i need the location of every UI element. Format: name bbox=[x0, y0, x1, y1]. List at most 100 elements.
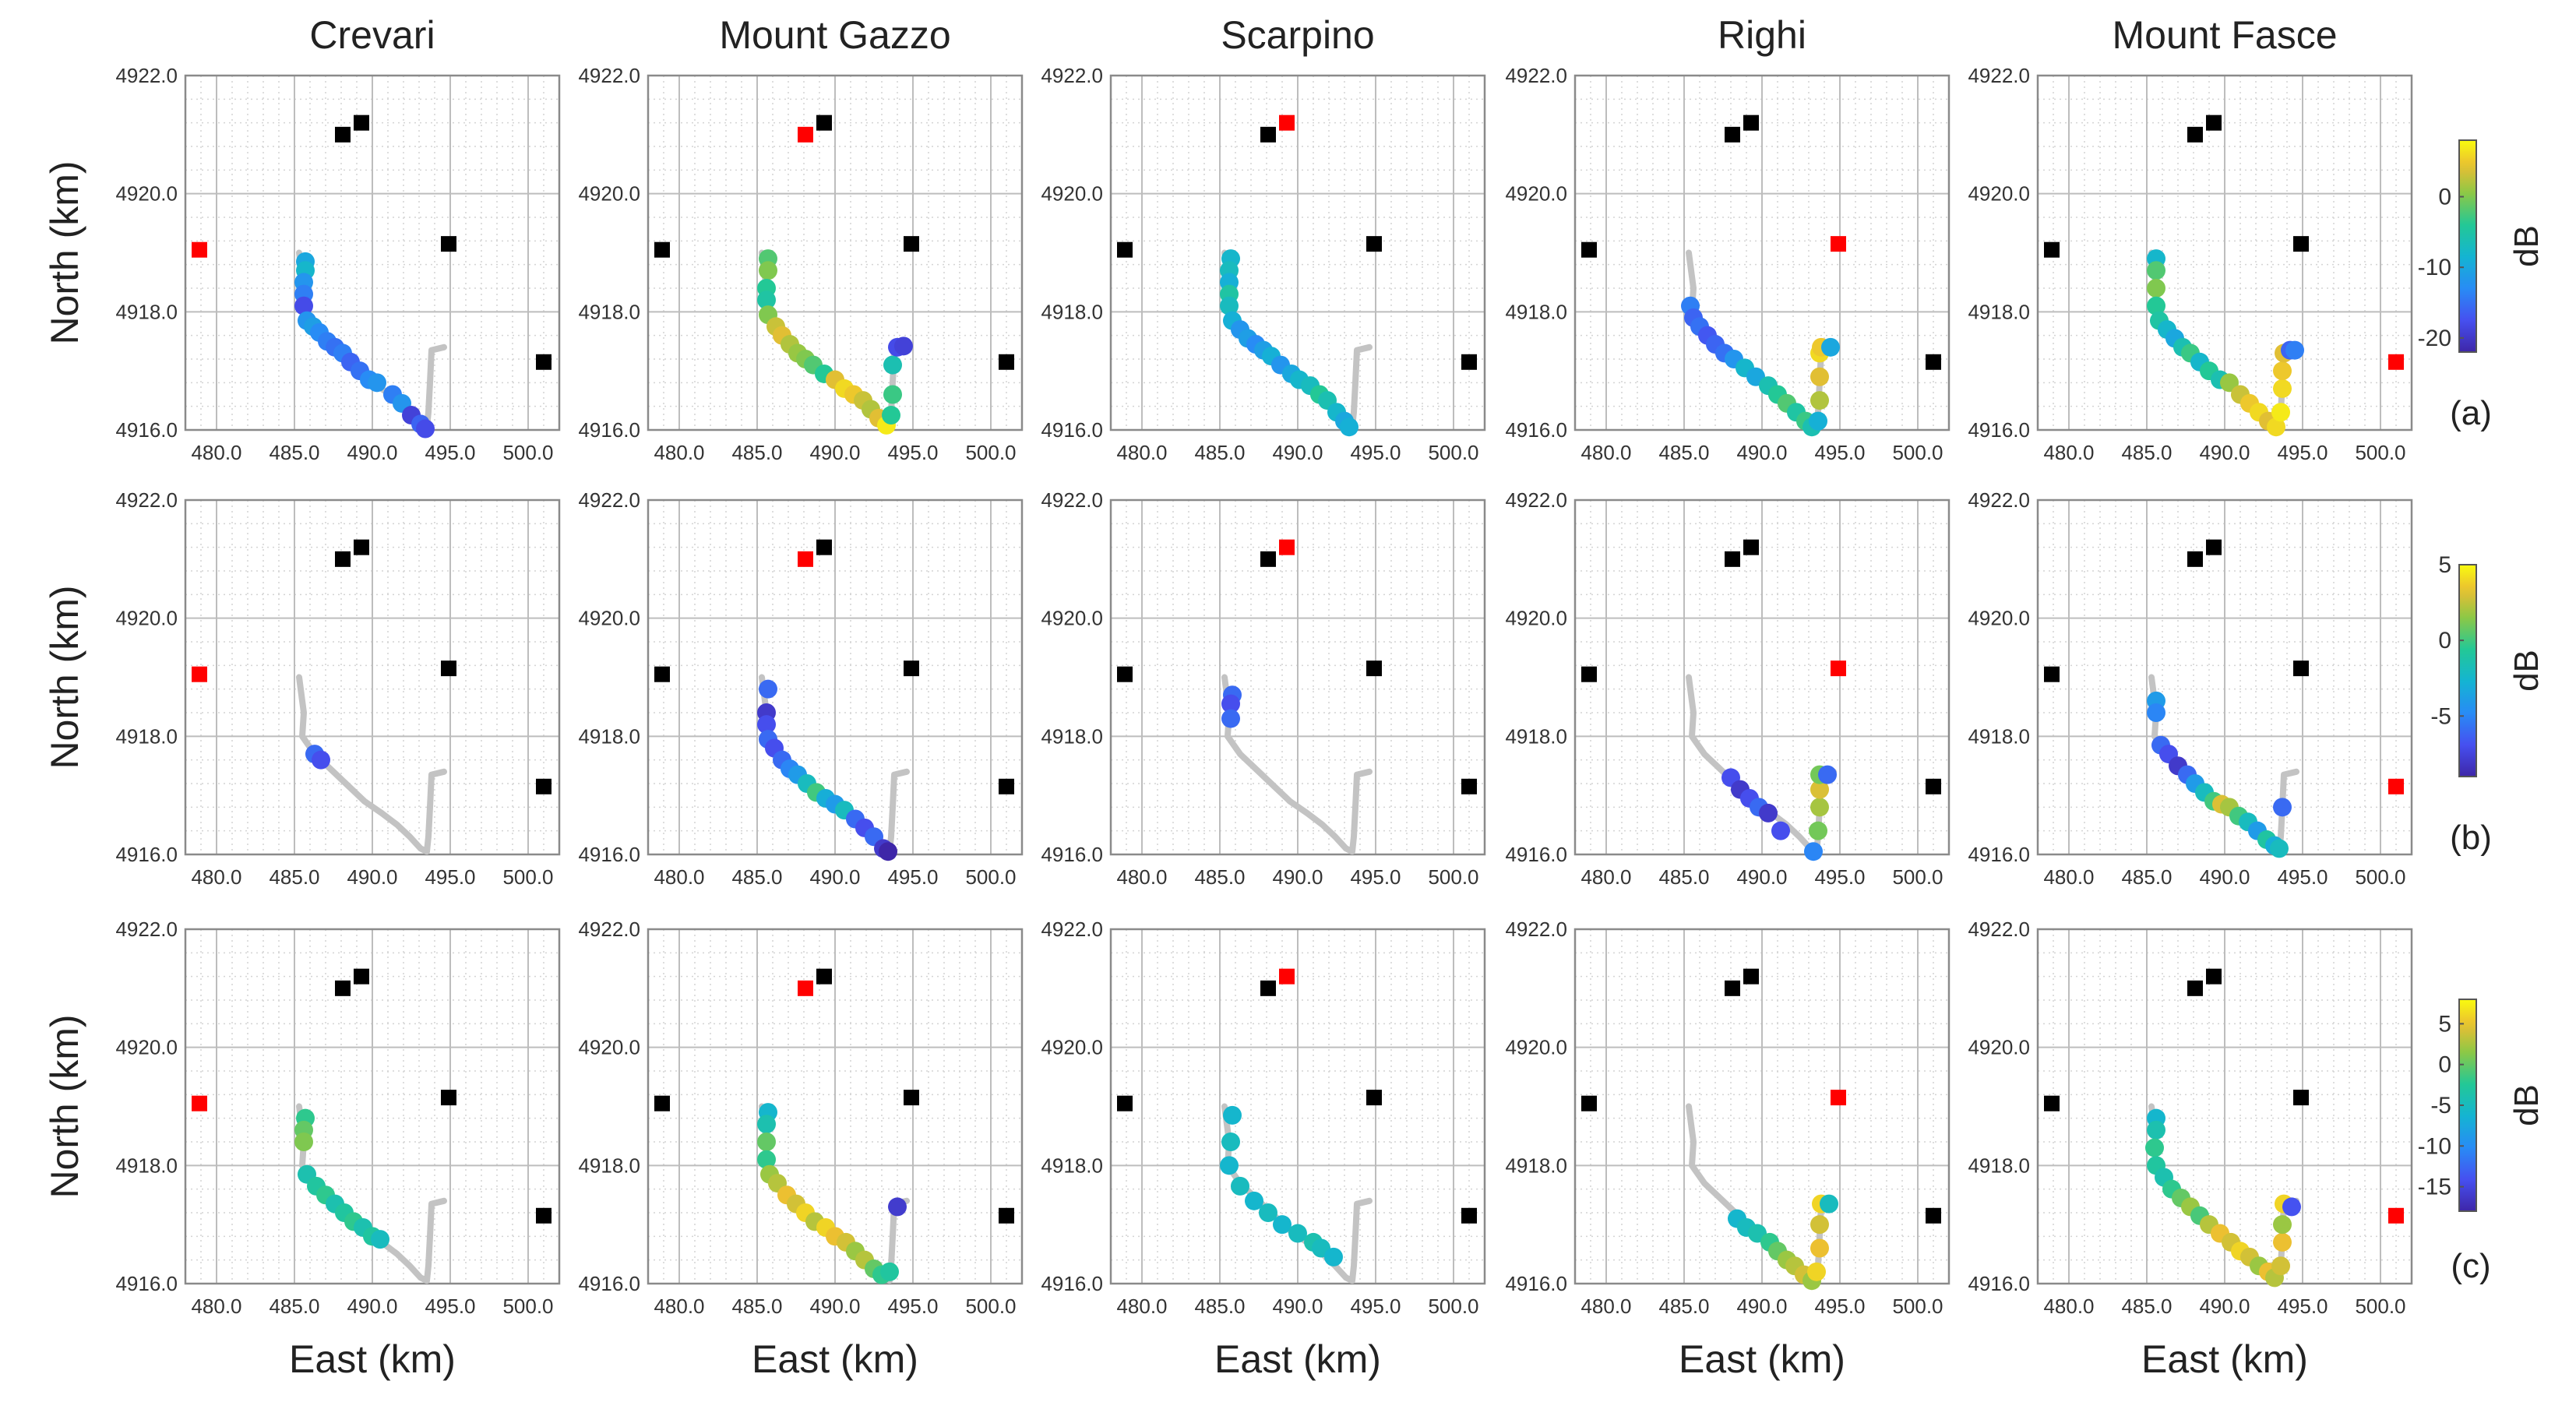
panel: 480.0 485.0 490.0 495.0 500.0 4916.0 4918.0 492… bbox=[578, 488, 1024, 889]
axes-frame bbox=[2036, 498, 2413, 856]
x-tick-label: 485.0 bbox=[731, 1295, 782, 1318]
station-marker bbox=[354, 539, 369, 555]
x-tick-label: 500.0 bbox=[502, 1295, 553, 1318]
data-point bbox=[2282, 1197, 2301, 1217]
axes-frame bbox=[2036, 928, 2413, 1285]
data-point bbox=[888, 1197, 907, 1217]
station-marker bbox=[1581, 666, 1597, 682]
x-tick-label: 485.0 bbox=[1194, 865, 1245, 889]
y-tick-label: 4918.0 bbox=[578, 724, 640, 748]
x-tick-label: 480.0 bbox=[191, 441, 241, 464]
station-marker bbox=[536, 1207, 551, 1224]
station-marker bbox=[1831, 236, 1846, 252]
x-tick-label: 495.0 bbox=[1814, 865, 1865, 889]
x-tick-label: 490.0 bbox=[347, 1295, 397, 1318]
axis-titles: North (km) North (km) North (km) East (km) E… bbox=[43, 160, 2308, 1381]
data-point bbox=[1273, 1215, 1292, 1235]
axes-frame bbox=[647, 928, 1024, 1285]
colorbar-tick-label: 0 bbox=[2438, 185, 2451, 210]
x-tick-label: 495.0 bbox=[2277, 1295, 2328, 1318]
panel: 480.0 485.0 490.0 495.0 500.0 4916.0 4918.0 492… bbox=[115, 64, 561, 464]
x-tick-label: 480.0 bbox=[1116, 1295, 1167, 1318]
data-point bbox=[2273, 361, 2292, 381]
station-marker bbox=[1926, 778, 1941, 794]
x-tick-label: 495.0 bbox=[2277, 865, 2328, 889]
station-marker bbox=[2293, 236, 2309, 252]
station-marker bbox=[536, 778, 551, 794]
data-point bbox=[1810, 1215, 1829, 1235]
data-point bbox=[416, 419, 435, 439]
y-tick-label: 4920.0 bbox=[115, 1036, 178, 1059]
station-marker bbox=[536, 354, 551, 370]
x-tick-label: 500.0 bbox=[502, 865, 553, 889]
x-tick-label: 485.0 bbox=[1658, 1295, 1709, 1318]
y-tick-label: 4922.0 bbox=[1505, 918, 1567, 941]
x-tick-label: 480.0 bbox=[1580, 441, 1631, 464]
station-marker bbox=[1260, 551, 1276, 567]
x-tick-label: 495.0 bbox=[887, 865, 938, 889]
data-point bbox=[2270, 839, 2289, 858]
y-tick-label: 4922.0 bbox=[1041, 64, 1103, 87]
data-point bbox=[1231, 1176, 1249, 1196]
y-tick-label: 4918.0 bbox=[1505, 300, 1567, 323]
data-point bbox=[2273, 798, 2292, 817]
x-tick-label: 500.0 bbox=[1428, 1295, 1478, 1318]
data-point bbox=[757, 291, 776, 310]
y-tick-label: 4918.0 bbox=[1968, 1154, 2030, 1177]
axes-frame bbox=[184, 74, 561, 432]
colorbar-gradient bbox=[2458, 139, 2477, 353]
x-tick-label: 490.0 bbox=[1272, 1295, 1323, 1318]
x-tick-label: 485.0 bbox=[269, 1295, 319, 1318]
station-marker bbox=[2187, 126, 2203, 143]
y-axis-title: North (km) bbox=[43, 1014, 86, 1198]
data-point bbox=[2147, 279, 2165, 298]
y-tick-label: 4916.0 bbox=[578, 843, 640, 866]
data-point bbox=[2273, 1232, 2292, 1252]
data-point bbox=[1223, 1105, 1242, 1125]
x-tick-label: 500.0 bbox=[1892, 1295, 1943, 1318]
x-tick-label: 500.0 bbox=[965, 865, 1016, 889]
station-marker bbox=[999, 1207, 1014, 1224]
column-title: Mount Gazzo bbox=[719, 13, 950, 57]
y-tick-label: 4916.0 bbox=[1041, 1272, 1103, 1295]
station-marker bbox=[2187, 980, 2203, 996]
y-tick-label: 4918.0 bbox=[578, 1154, 640, 1177]
station-marker bbox=[904, 660, 919, 677]
station-marker bbox=[1366, 236, 1382, 252]
station-marker bbox=[816, 968, 832, 985]
data-point bbox=[2147, 261, 2165, 280]
x-tick-label: 485.0 bbox=[2121, 1295, 2172, 1318]
station-marker bbox=[2206, 968, 2222, 985]
colorbar-tick-label: 5 bbox=[2438, 552, 2451, 578]
x-tick-label: 500.0 bbox=[965, 1295, 1016, 1318]
x-tick-label: 485.0 bbox=[269, 441, 319, 464]
x-tick-label: 485.0 bbox=[2121, 865, 2172, 889]
data-point bbox=[757, 1150, 776, 1169]
x-tick-label: 480.0 bbox=[654, 1295, 704, 1318]
station-marker bbox=[1581, 241, 1597, 258]
data-point bbox=[1221, 694, 1240, 713]
x-tick-label: 500.0 bbox=[1892, 441, 1943, 464]
colorbar-tick-label: -10 bbox=[2418, 255, 2451, 280]
station-marker bbox=[1831, 1090, 1846, 1106]
x-tick-label: 480.0 bbox=[191, 1295, 241, 1318]
data-point bbox=[1810, 367, 1829, 386]
station-marker bbox=[2044, 1095, 2060, 1111]
data-point bbox=[1810, 798, 1829, 817]
x-tick-label: 485.0 bbox=[269, 865, 319, 889]
colorbar-unit-label: dB bbox=[2507, 650, 2546, 692]
station-marker bbox=[1260, 980, 1276, 996]
data-point bbox=[757, 715, 776, 734]
data-point bbox=[1820, 1194, 1838, 1214]
x-tick-label: 490.0 bbox=[809, 865, 860, 889]
data-point bbox=[1221, 709, 1240, 728]
column-title: Crevari bbox=[309, 13, 435, 57]
x-axis-title: East (km) bbox=[752, 1337, 918, 1381]
station-marker bbox=[192, 1095, 207, 1111]
panels: 480.0 485.0 490.0 495.0 500.0 4916.0 4918.0 492… bbox=[115, 64, 2413, 1318]
panel: 480.0 485.0 490.0 495.0 500.0 4916.0 4918.0 492… bbox=[1041, 64, 1486, 464]
x-tick-label: 490.0 bbox=[809, 1295, 860, 1318]
station-marker bbox=[1743, 114, 1759, 131]
station-marker bbox=[441, 660, 456, 677]
station-marker bbox=[354, 114, 369, 131]
